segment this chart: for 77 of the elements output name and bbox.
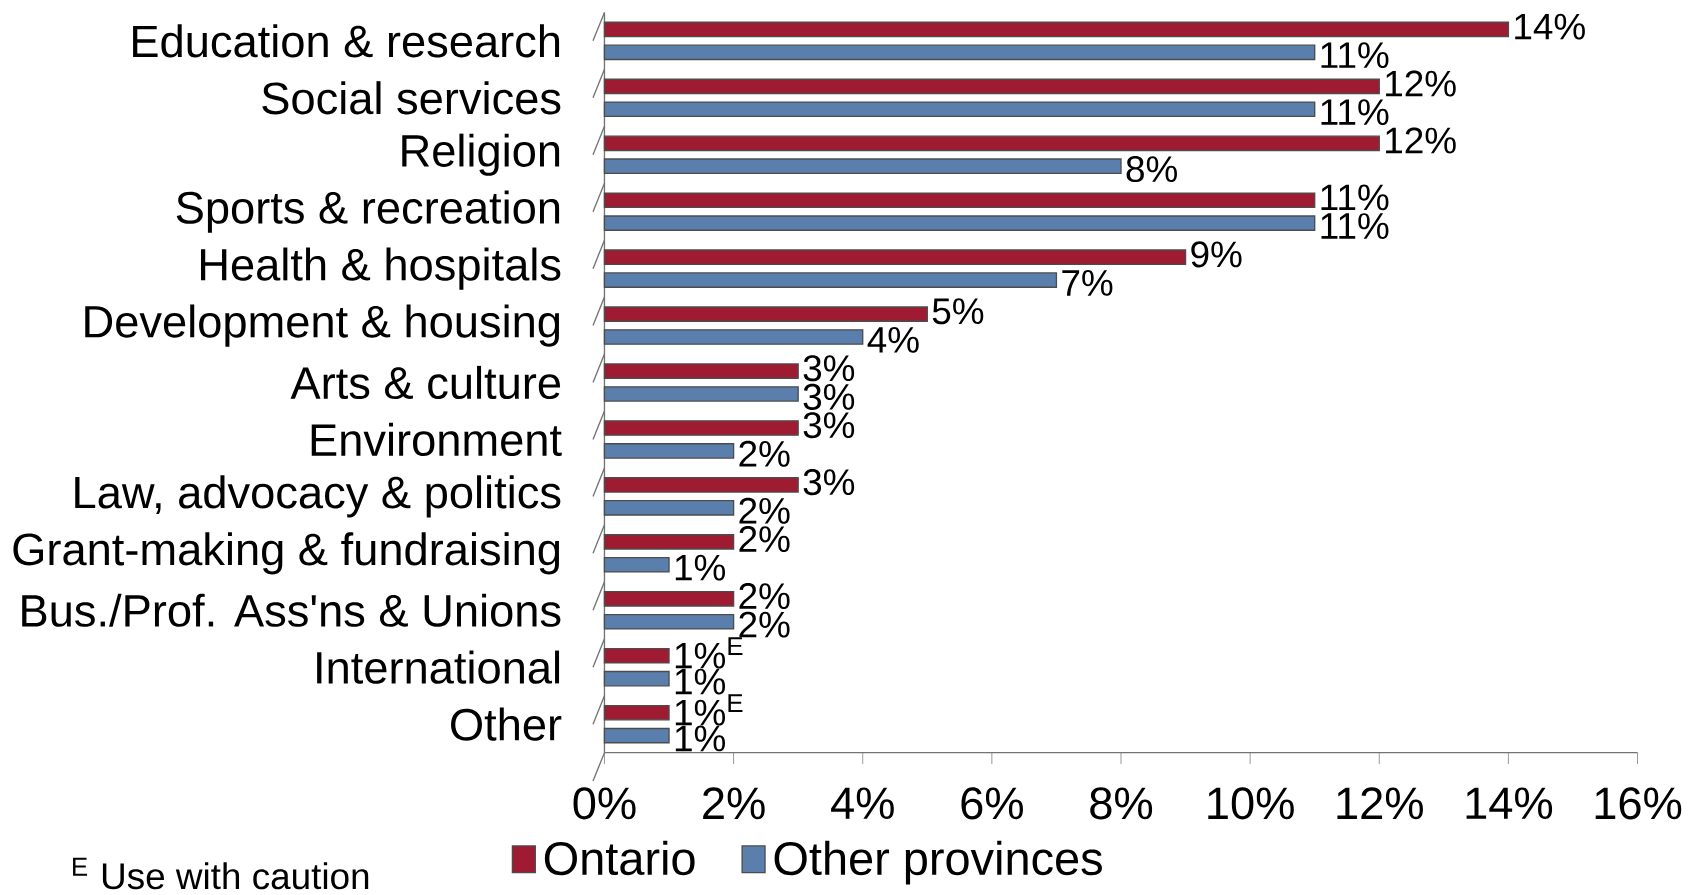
bar <box>603 443 735 459</box>
bar <box>603 215 1316 232</box>
bar <box>603 192 1316 209</box>
data-label: 12% <box>1386 70 1456 97</box>
bar <box>603 44 1316 61</box>
data-label: 9% <box>1191 241 1242 268</box>
y-tick-label: Education & research <box>133 24 560 58</box>
data-label: 14% <box>1515 13 1585 40</box>
y-tick-label: International <box>317 650 560 684</box>
legend-label: Other provinces <box>774 840 1102 885</box>
data-label: 3% <box>803 412 855 439</box>
text: $^{E}$ Use with caution <box>73 857 369 890</box>
bar <box>603 78 1380 95</box>
y-tick-label: Law, advocacy & politics <box>75 475 561 518</box>
bar <box>603 329 864 345</box>
data-label: 12% <box>1386 127 1456 154</box>
bar <box>603 477 799 493</box>
data-label: 1% <box>675 668 725 695</box>
data-label: 3% <box>803 355 855 382</box>
y-tick-label: Environment <box>311 422 562 457</box>
data-label: 11% <box>1321 99 1389 126</box>
legend-label: Ontario <box>544 840 695 876</box>
data-label: 2% <box>739 440 790 467</box>
bar <box>603 557 670 573</box>
bar <box>603 705 670 721</box>
bar <box>603 614 735 630</box>
y-tick-label: Religion <box>402 133 560 176</box>
data-label: 2% <box>739 526 790 553</box>
y-tick-label: Social services <box>262 81 561 115</box>
y-tick-label: Health & hospitals <box>201 247 561 290</box>
data-label: 1% <box>675 554 725 581</box>
x-tick-label: 4% <box>831 787 894 820</box>
bar <box>603 158 1122 175</box>
data-label: 2% <box>739 497 790 524</box>
x-tick-label: 8% <box>1090 787 1153 820</box>
bar <box>603 21 1510 38</box>
bar <box>603 500 735 516</box>
bar <box>603 648 670 664</box>
bar <box>603 306 928 323</box>
bar <box>603 363 799 380</box>
y-tick-label: Other <box>451 707 562 741</box>
data-label: 7% <box>1062 270 1113 296</box>
data-label: 4% <box>867 327 919 353</box>
bar <box>603 727 670 744</box>
bar <box>603 591 735 607</box>
x-tick-label: 16% <box>1595 787 1682 820</box>
data-label: 1% <box>675 725 725 752</box>
data-label: 1%$^{E}$ <box>675 637 743 669</box>
data-label: 11% <box>1321 184 1389 211</box>
data-label: 8% <box>1126 156 1177 183</box>
data-label: 11% <box>1321 42 1389 69</box>
data-label: 2% <box>739 611 790 638</box>
x-tick-label: 2% <box>703 787 765 820</box>
x-tick-label: 6% <box>961 787 1023 820</box>
y-tick-label: Grant-making & fundraising <box>13 532 560 575</box>
data-label: 2% <box>739 583 790 610</box>
data-label: 11% <box>1321 213 1389 240</box>
bar <box>603 135 1380 152</box>
x-tick-label: 10% <box>1208 787 1294 820</box>
data-label: 3% <box>803 469 855 496</box>
x-tick-label: 0% <box>573 787 636 820</box>
bar <box>603 386 799 402</box>
bar <box>603 420 799 436</box>
data-label: 3% <box>803 383 855 411</box>
x-tick-label: 12% <box>1337 787 1423 820</box>
data-label: 5% <box>932 298 984 325</box>
bar <box>603 534 735 550</box>
y-tick-label: Sports & recreation <box>176 190 560 233</box>
x-tick-label: 14% <box>1466 787 1553 820</box>
data-label: 1%$^{E}$ <box>675 694 743 726</box>
bar <box>603 272 1058 289</box>
y-tick-label: Arts & culture <box>290 366 561 400</box>
bar <box>603 670 670 687</box>
y-tick-label: Bus./Prof. Ass'ns & Unions <box>22 593 561 627</box>
y-tick-label: Development & housing <box>85 304 560 347</box>
bar <box>603 101 1316 118</box>
bar <box>603 249 1187 266</box>
